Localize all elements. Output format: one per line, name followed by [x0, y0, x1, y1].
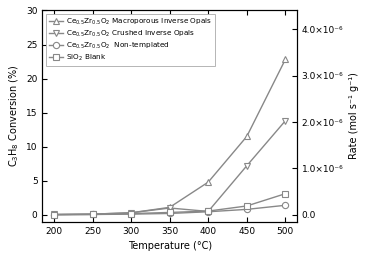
Ce$_{0.5}$Zr$_{0.5}$O$_2$ Crushed Inverse Opals	[129, 211, 133, 214]
Ce$_{0.5}$Zr$_{0.5}$O$_2$ Macroporous Inverse Opals	[90, 213, 95, 216]
Line: Ce$_{0.5}$Zr$_{0.5}$O$_2$  Non-templated: Ce$_{0.5}$Zr$_{0.5}$O$_2$ Non-templated	[51, 202, 288, 218]
Ce$_{0.5}$Zr$_{0.5}$O$_2$ Crushed Inverse Opals	[283, 119, 288, 122]
Ce$_{0.5}$Zr$_{0.5}$O$_2$ Macroporous Inverse Opals	[206, 181, 210, 184]
Ce$_{0.5}$Zr$_{0.5}$O$_2$  Non-templated	[90, 213, 95, 216]
SiO$_2$ Blank	[283, 192, 288, 195]
Line: Ce$_{0.5}$Zr$_{0.5}$O$_2$ Macroporous Inverse Opals: Ce$_{0.5}$Zr$_{0.5}$O$_2$ Macroporous In…	[51, 56, 288, 217]
SiO$_2$ Blank	[52, 213, 56, 216]
Ce$_{0.5}$Zr$_{0.5}$O$_2$ Macroporous Inverse Opals	[168, 206, 172, 209]
X-axis label: Temperature (°C): Temperature (°C)	[128, 241, 212, 251]
Ce$_{0.5}$Zr$_{0.5}$O$_2$  Non-templated	[283, 204, 288, 207]
SiO$_2$ Blank	[168, 211, 172, 214]
Ce$_{0.5}$Zr$_{0.5}$O$_2$ Crushed Inverse Opals	[244, 164, 249, 167]
Ce$_{0.5}$Zr$_{0.5}$O$_2$ Macroporous Inverse Opals	[129, 211, 133, 214]
Ce$_{0.5}$Zr$_{0.5}$O$_2$ Crushed Inverse Opals	[90, 213, 95, 216]
SiO$_2$ Blank	[244, 204, 249, 207]
SiO$_2$ Blank	[206, 209, 210, 213]
Ce$_{0.5}$Zr$_{0.5}$O$_2$ Crushed Inverse Opals	[52, 213, 56, 216]
Line: Ce$_{0.5}$Zr$_{0.5}$O$_2$ Crushed Inverse Opals: Ce$_{0.5}$Zr$_{0.5}$O$_2$ Crushed Invers…	[51, 118, 288, 217]
SiO$_2$ Blank	[129, 212, 133, 215]
Ce$_{0.5}$Zr$_{0.5}$O$_2$  Non-templated	[129, 213, 133, 216]
Legend: Ce$_{0.5}$Zr$_{0.5}$O$_2$ Macroporous Inverse Opals, Ce$_{0.5}$Zr$_{0.5}$O$_2$ C: Ce$_{0.5}$Zr$_{0.5}$O$_2$ Macroporous In…	[46, 14, 215, 66]
Ce$_{0.5}$Zr$_{0.5}$O$_2$ Macroporous Inverse Opals	[283, 58, 288, 61]
Ce$_{0.5}$Zr$_{0.5}$O$_2$ Crushed Inverse Opals	[168, 206, 172, 209]
Ce$_{0.5}$Zr$_{0.5}$O$_2$ Crushed Inverse Opals	[206, 210, 210, 213]
Ce$_{0.5}$Zr$_{0.5}$O$_2$ Macroporous Inverse Opals	[52, 213, 56, 216]
SiO$_2$ Blank	[90, 213, 95, 216]
Ce$_{0.5}$Zr$_{0.5}$O$_2$  Non-templated	[168, 212, 172, 215]
Y-axis label: Rate (mol s⁻¹ g⁻¹): Rate (mol s⁻¹ g⁻¹)	[349, 72, 359, 159]
Ce$_{0.5}$Zr$_{0.5}$O$_2$  Non-templated	[52, 213, 56, 216]
Y-axis label: C$_3$H$_8$ Conversion (%): C$_3$H$_8$ Conversion (%)	[7, 65, 20, 167]
Ce$_{0.5}$Zr$_{0.5}$O$_2$  Non-templated	[206, 210, 210, 213]
Ce$_{0.5}$Zr$_{0.5}$O$_2$ Macroporous Inverse Opals	[244, 135, 249, 138]
Ce$_{0.5}$Zr$_{0.5}$O$_2$  Non-templated	[244, 208, 249, 211]
Line: SiO$_2$ Blank: SiO$_2$ Blank	[51, 191, 288, 218]
